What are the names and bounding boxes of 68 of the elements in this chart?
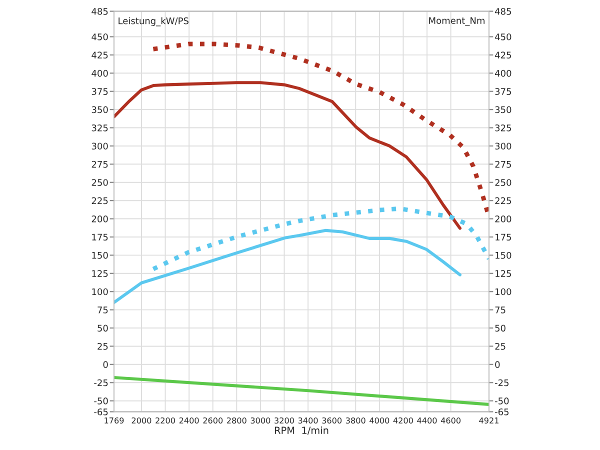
- y2-tick-label: 0: [495, 361, 500, 368]
- y2-tick-label: 125: [496, 270, 511, 277]
- y-tick-label: 150: [92, 252, 108, 259]
- line-series: [114, 81, 462, 230]
- y2-tick-label: 25: [495, 342, 506, 350]
- y-tick-label: -65: [94, 408, 108, 416]
- x-tick-label: 2600: [203, 417, 223, 424]
- x-tick-label: 2800: [227, 417, 246, 424]
- y2-axis-title: Moment_Nm: [429, 17, 484, 26]
- y2-tick-label: 425: [494, 52, 511, 58]
- y-tick-label: 250: [92, 179, 108, 186]
- y-tick-label: 375: [92, 88, 108, 95]
- y-tick-label: -25: [94, 379, 108, 386]
- x-tick-label: 3600: [322, 417, 342, 424]
- x-axis-title: RPM 1/min: [274, 426, 328, 435]
- line-series: [151, 206, 489, 272]
- x-tick-label: 3400: [298, 417, 318, 424]
- y-tick-label: 300: [92, 142, 108, 150]
- y2-tick-label: -50: [494, 398, 509, 404]
- y2-tick-label: 375: [495, 88, 511, 95]
- y2-tick-label: 50: [495, 324, 506, 332]
- x-tick-label: 2200: [156, 417, 175, 424]
- y-tick-label: 485: [92, 8, 108, 15]
- y2-tick-label: 175: [496, 234, 511, 241]
- y2-tick-label: 450: [494, 33, 512, 40]
- y2-tick-label: 325: [495, 124, 511, 132]
- y-tick-label: 425: [92, 52, 108, 58]
- y-tick-label: 325: [92, 124, 108, 132]
- x-tick-label: 2400: [179, 417, 199, 424]
- y-tick-label: 25: [98, 342, 108, 350]
- y2-tick-label: 275: [495, 160, 511, 168]
- y-tick-label: 350: [92, 106, 108, 114]
- x-tick-label: 1769: [104, 417, 124, 424]
- y2-tick-label: 350: [495, 106, 512, 114]
- y-axis-title: Leistung_kW/PS: [118, 17, 188, 26]
- y2-tick-label: -65: [494, 408, 509, 416]
- y-tick-label: 100: [92, 288, 108, 296]
- y2-tick-label: 100: [496, 288, 512, 296]
- y-tick-label: 125: [92, 270, 108, 277]
- y2-tick-label: 485: [494, 8, 511, 15]
- x-tick-label: 3800: [346, 417, 366, 424]
- x-tick-label: 4921: [479, 417, 499, 424]
- x-tick-label: 4400: [417, 417, 437, 424]
- x-tick-label: 3000: [250, 417, 270, 424]
- y2-tick-label: 75: [495, 306, 506, 314]
- y2-tick-label: 300: [495, 142, 512, 150]
- y-tick-label: 175: [92, 234, 108, 241]
- y-tick-label: 50: [98, 324, 108, 332]
- y-tick-label: -50: [94, 398, 108, 404]
- y-tick-label: 450: [92, 33, 108, 40]
- x-tick-label: 3200: [274, 417, 294, 424]
- y2-tick-label: 400: [494, 70, 512, 77]
- y-tick-label: 400: [92, 70, 108, 77]
- y-tick-label: 0: [103, 361, 108, 368]
- y-tick-label: 75: [98, 306, 108, 314]
- x-tick-label: 4600: [440, 417, 461, 424]
- y-tick-label: 225: [92, 197, 108, 204]
- y2-tick-label: 225: [495, 197, 511, 204]
- y-tick-label: 200: [92, 216, 108, 222]
- y2-tick-label: 150: [496, 252, 512, 259]
- y2-tick-label: 200: [495, 216, 512, 222]
- line-series: [114, 228, 462, 304]
- x-tick-label: 2000: [132, 417, 152, 424]
- y-tick-label: 275: [92, 160, 108, 168]
- x-tick-label: 4200: [393, 417, 413, 424]
- y2-tick-label: -25: [494, 379, 509, 386]
- x-tick-label: 4000: [370, 417, 390, 424]
- y2-tick-label: 250: [495, 179, 512, 186]
